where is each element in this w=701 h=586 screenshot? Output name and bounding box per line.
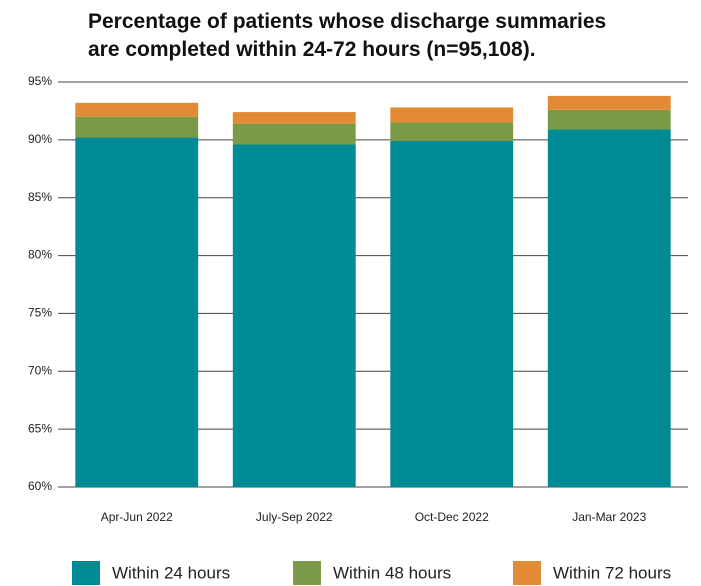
bar-segment <box>390 122 514 142</box>
legend-swatch <box>513 561 541 585</box>
bar-segment <box>75 137 199 488</box>
legend-swatch <box>72 561 100 585</box>
y-tick-label: 95% <box>28 74 52 88</box>
x-tick-label: July-Sep 2022 <box>256 510 333 524</box>
bar-segment <box>390 107 514 123</box>
y-tick-label: 75% <box>28 306 52 320</box>
x-tick-label: Oct-Dec 2022 <box>415 510 489 524</box>
bar-segment <box>547 95 671 110</box>
bar-segment <box>547 109 671 130</box>
y-tick-label: 70% <box>28 363 52 377</box>
y-tick-label: 85% <box>28 190 52 204</box>
y-tick-label: 65% <box>28 421 52 435</box>
y-tick-label: 60% <box>28 479 52 493</box>
bar-segment <box>75 116 199 138</box>
legend-label: Within 72 hours <box>553 563 671 582</box>
legend-swatch <box>293 561 321 585</box>
bar-segment <box>75 102 199 117</box>
bar-segment <box>232 144 356 487</box>
x-tick-label: Apr-Jun 2022 <box>101 510 173 524</box>
y-tick-label: 90% <box>28 132 52 146</box>
bar-segment <box>232 112 356 124</box>
legend-label: Within 24 hours <box>112 563 230 582</box>
x-tick-label: Jan-Mar 2023 <box>572 510 646 524</box>
bar-segment <box>232 123 356 145</box>
chart-title: Percentage of patients whose discharge s… <box>88 10 607 61</box>
bar-segment <box>390 141 514 487</box>
legend-label: Within 48 hours <box>333 563 451 582</box>
bar-segment <box>547 129 671 487</box>
y-tick-label: 80% <box>28 248 52 262</box>
